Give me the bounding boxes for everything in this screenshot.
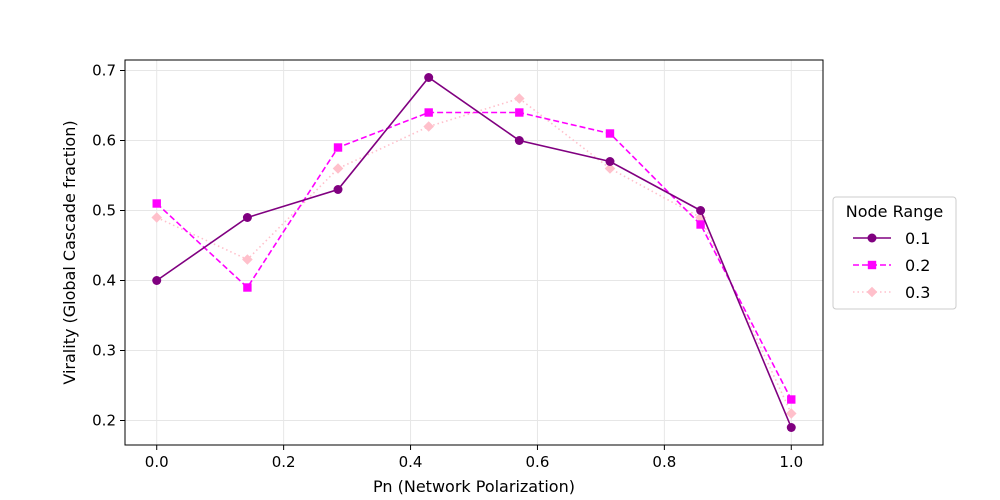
series-line [156, 111, 792, 400]
series-line [156, 97, 792, 414]
series-0-1 [152, 73, 796, 432]
y-tick-label: 0.2 [92, 412, 116, 430]
y-tick-label: 0.4 [92, 272, 116, 290]
legend-label: 0.2 [905, 256, 930, 275]
data-point [424, 73, 434, 82]
data-point [605, 157, 615, 166]
data-point [423, 121, 434, 132]
x-tick-label: 0.0 [145, 453, 169, 471]
data-point [515, 108, 524, 117]
data-point [332, 163, 344, 174]
data-point [604, 163, 616, 174]
data-point [514, 93, 525, 104]
legend-title: Node Range [846, 202, 944, 221]
legend-item: 0.3 [853, 283, 930, 302]
series-layer [151, 73, 797, 432]
x-tick-label: 0.6 [526, 453, 550, 471]
data-point [333, 143, 343, 152]
x-axis-label: Pn (Network Polarization) [373, 477, 575, 496]
legend-item: 0.2 [853, 256, 930, 275]
y-tick-label: 0.7 [92, 62, 116, 80]
legend: Node Range 0.1 0.2 0.3 [832, 196, 957, 310]
y-axis-label: Virality (Global Cascade fraction) [60, 120, 79, 384]
plot-frame [124, 59, 824, 446]
x-tick-label: 0.8 [652, 453, 676, 471]
data-point [333, 185, 343, 194]
data-point [605, 129, 615, 138]
ticks: 0.0 0.2 0.4 0.6 0.8 1.0 0.2 0.3 0.4 0.5 0.6 0.7 [92, 62, 803, 472]
series-line [156, 76, 793, 428]
legend-box [832, 196, 957, 310]
data-point [242, 213, 252, 222]
data-point [152, 276, 162, 285]
legend-item: 0.1 [853, 229, 930, 248]
data-point [787, 395, 796, 404]
data-point [152, 199, 161, 208]
data-point [243, 283, 252, 292]
series-0-3 [151, 93, 797, 419]
legend-label: 0.1 [905, 229, 930, 248]
legend-label: 0.3 [905, 283, 930, 302]
data-point [695, 212, 706, 223]
y-tick-label: 0.6 [92, 132, 116, 150]
data-point [424, 108, 433, 117]
data-point [242, 254, 253, 265]
y-tick-label: 0.5 [92, 202, 116, 220]
x-tick-label: 0.4 [399, 453, 423, 471]
data-point [514, 136, 524, 145]
data-point [151, 212, 163, 223]
data-point [696, 220, 705, 229]
x-tick-label: 1.0 [779, 453, 803, 471]
data-point [785, 408, 797, 419]
data-point [786, 423, 796, 432]
legend-marker [867, 260, 877, 270]
y-tick-label: 0.3 [92, 342, 116, 360]
series-0-2 [152, 108, 796, 404]
grid [125, 60, 823, 445]
legend-marker [866, 286, 878, 298]
data-point [696, 206, 706, 215]
x-tick-label: 0.2 [272, 453, 296, 471]
legend-items: 0.1 0.2 0.3 [853, 229, 930, 302]
legend-marker [867, 233, 877, 243]
